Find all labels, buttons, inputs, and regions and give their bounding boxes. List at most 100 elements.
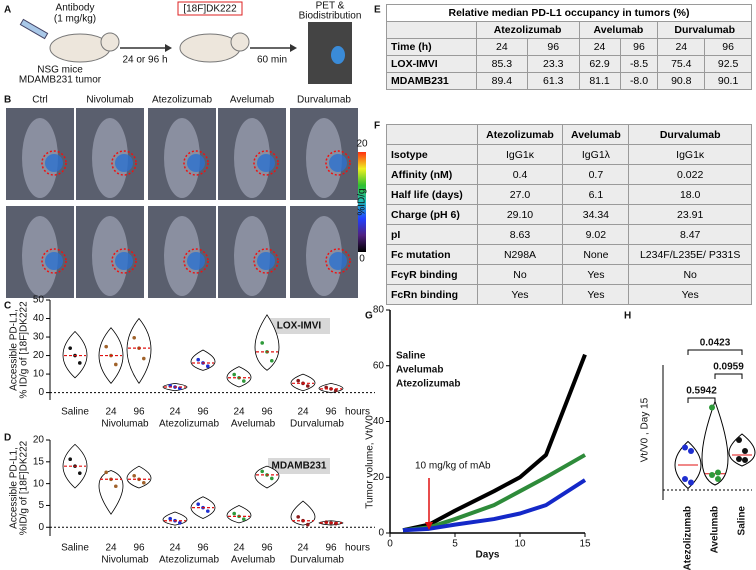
table-cell: -8.5 — [619, 55, 659, 73]
violin-point — [260, 469, 265, 474]
x-tick-label: Atezolizumab — [683, 506, 694, 570]
table-cell: IgG1κ — [476, 144, 564, 165]
x-tick-label: 96 — [133, 543, 145, 554]
pet-image — [308, 22, 352, 84]
data-point — [682, 444, 688, 451]
table-cell: 27.0 — [476, 184, 564, 205]
violin-point — [78, 471, 82, 475]
violin-point — [132, 473, 136, 478]
significance-bracket — [687, 349, 743, 355]
y-tick-label: 60 — [373, 360, 385, 371]
violin — [190, 349, 216, 371]
violin — [126, 465, 152, 489]
table-title: Relative median PD-L1 occupancy in tumor… — [386, 4, 752, 22]
pet-body — [92, 118, 128, 198]
data-point — [742, 457, 748, 463]
group-label: Saline — [61, 407, 89, 418]
table-row: Affinity (nM) 0.4 0.7 0.022 — [386, 164, 752, 185]
x-tick-label: Saline — [737, 506, 748, 536]
table-cell: pI — [386, 224, 478, 245]
colorbar-label: %ID/g — [357, 188, 368, 215]
p-value: 0.0959 — [713, 362, 744, 373]
mouse — [179, 33, 241, 63]
tumor-uptake — [257, 154, 275, 172]
table-cell: 18.0 — [628, 184, 752, 205]
tumor-outline — [183, 248, 209, 274]
panel-letter: H — [624, 311, 631, 322]
y-tick-label: 20 — [33, 435, 45, 446]
data-point — [688, 479, 694, 486]
y-tick-label: 10 — [33, 478, 45, 489]
tumor-uptake — [115, 252, 133, 270]
tumor-outline — [183, 150, 209, 176]
table-cell: 29.10 — [476, 204, 564, 225]
tumor-uptake — [45, 252, 63, 270]
tumor-uptake — [187, 154, 205, 172]
tumor-outline — [325, 150, 351, 176]
schematic-text: Antibody — [56, 3, 95, 14]
p-value: 0.5942 — [686, 386, 717, 397]
significance-bracket — [714, 373, 743, 379]
column-header: Durvalumab — [628, 124, 752, 145]
table-cell: 9.02 — [562, 224, 630, 245]
y-axis-label: Accessible PD-L1, — [9, 309, 20, 391]
table-cell: 96 — [704, 38, 752, 56]
data-point — [688, 448, 694, 454]
violin-point — [242, 379, 246, 383]
table-cell: 23.3 — [527, 55, 580, 73]
arrow-head — [165, 44, 172, 52]
syringe — [19, 18, 49, 40]
violin-point — [296, 378, 301, 383]
violin — [162, 511, 188, 526]
y-tick-label: 40 — [33, 313, 45, 324]
violin-point — [206, 509, 210, 513]
table-cell: Affinity (nM) — [386, 164, 478, 185]
schematic-text: MDAMB231 tumor — [19, 75, 102, 86]
table-cell: 0.7 — [562, 164, 630, 185]
table-cell: L234F/L235E/ P331S — [628, 244, 752, 265]
y-tick-label: 30 — [33, 332, 45, 343]
panel-letter: C — [4, 301, 11, 312]
x-tick-label: 24 — [233, 407, 245, 418]
pet-body — [22, 216, 58, 296]
tumor-outline — [41, 248, 67, 274]
column-header: Atezolizumab — [476, 124, 564, 145]
x-tick-label: 24 — [297, 407, 309, 418]
schematic-text: PET & — [316, 1, 345, 12]
y-tick-label: 15 — [33, 456, 45, 467]
table-cell: 24 — [657, 38, 706, 56]
table-row: pI 8.63 9.02 8.47 — [386, 224, 752, 245]
data-point — [736, 456, 742, 462]
y-axis-label: %ID/g of [18F]DK222 — [19, 440, 30, 535]
violin-point — [178, 521, 182, 525]
group-label: Atezolizumab — [159, 555, 219, 566]
violin — [126, 317, 152, 385]
data-point — [736, 437, 742, 443]
column-header: Atezolizumab — [475, 21, 580, 39]
y-tick-label: 40 — [373, 416, 385, 427]
x-tick-label: 24 — [233, 543, 245, 554]
violin-point — [78, 361, 82, 365]
violin — [98, 470, 124, 515]
table-cell: 0.022 — [628, 164, 752, 185]
p-value: 0.0423 — [700, 338, 731, 349]
pet-body — [306, 216, 342, 296]
y-tick-label: 10 — [33, 369, 45, 380]
x-tick-label: Avelumab — [710, 506, 721, 553]
group-label: Atezolizumab — [159, 419, 219, 430]
chart-title: LOX-IMVI — [277, 321, 322, 332]
table-cell: Isotype — [386, 144, 478, 165]
tumor-outline — [111, 150, 137, 176]
table-cell: 90.1 — [704, 72, 752, 90]
table-row: Half life (days) 27.0 6.1 18.0 — [386, 184, 752, 205]
table-cell: 8.63 — [476, 224, 564, 245]
table-row: Charge (pH 6) 29.10 34.34 23.91 — [386, 204, 752, 225]
violin-point — [68, 457, 72, 462]
table-cell: Yes — [562, 284, 630, 305]
violin-point — [232, 372, 236, 377]
title-row: Relative median PD-L1 occupancy in tumor… — [386, 4, 752, 22]
table-cell: 90.8 — [657, 72, 706, 90]
x-tick-label: 24 — [169, 407, 181, 418]
table-cell: 34.34 — [562, 204, 630, 225]
